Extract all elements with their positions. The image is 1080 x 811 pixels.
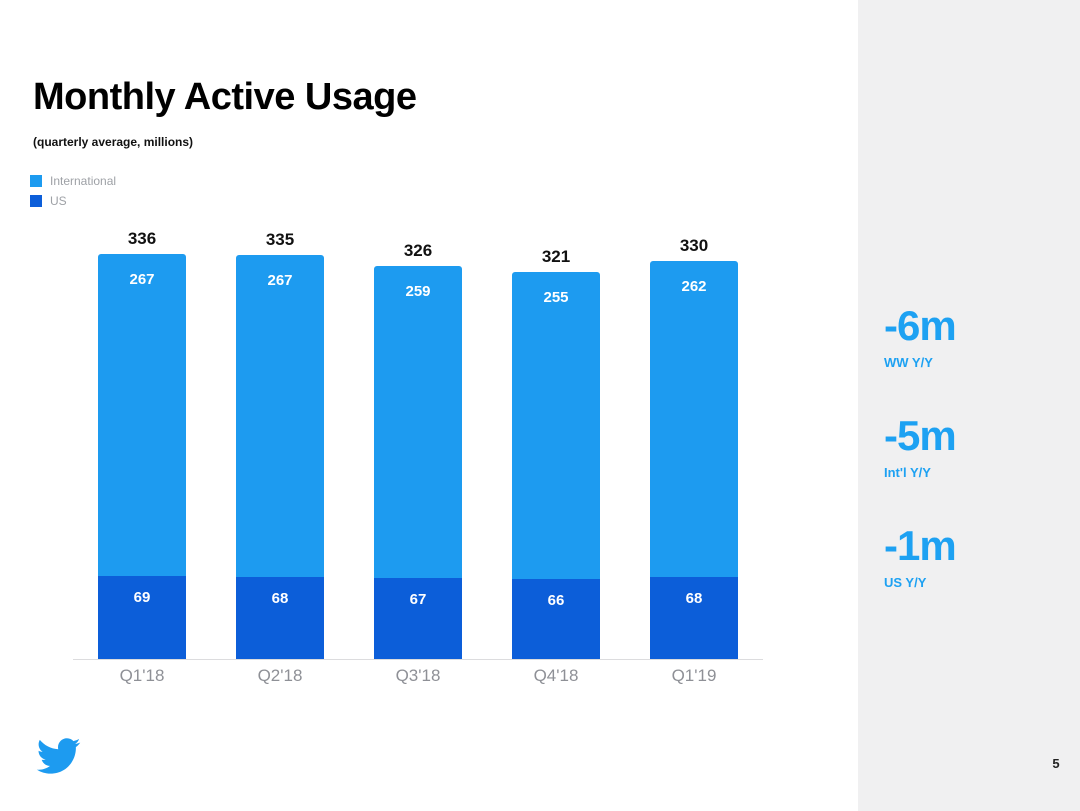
bar-segment-international: 267: [98, 254, 186, 576]
bar-total-label: 321: [541, 247, 571, 266]
chart-legend: International US: [30, 171, 116, 211]
bar-segment-us: 66: [512, 579, 600, 659]
legend-item-us: US: [30, 191, 116, 211]
bar-segment-international: 255: [512, 272, 600, 579]
bar-value-international: 262: [681, 278, 707, 295]
legend-label: US: [50, 194, 67, 208]
x-axis-label: Q1'18: [119, 666, 165, 685]
bar-column: 330 262 68: [625, 236, 763, 659]
page-subtitle: (quarterly average, millions): [33, 135, 194, 149]
stacked-bar: 255 66: [512, 272, 600, 659]
page-title: Monthly Active Usage: [33, 76, 417, 118]
stat-value: -6m: [884, 302, 957, 349]
legend-swatch-international: [30, 175, 42, 187]
bar-value-international: 255: [543, 289, 569, 306]
bar-column: 321 255 66: [487, 247, 625, 659]
stat-us-yy: -1m US Y/Y: [884, 522, 957, 591]
bar-total-label: 326: [403, 241, 433, 260]
stat-ww-yy: -6m WW Y/Y: [884, 302, 957, 371]
legend-label: International: [50, 174, 117, 188]
right-sidebar: [858, 0, 1080, 811]
stacked-bar: 259 67: [374, 266, 462, 659]
stacked-bar: 267 69: [98, 254, 186, 659]
bar-value-us: 66: [547, 592, 565, 609]
bar-value-international: 267: [267, 272, 293, 289]
bar-total-label: 335: [265, 230, 295, 249]
bar-segment-us: 68: [236, 577, 324, 659]
legend-item-international: International: [30, 171, 116, 191]
bar-value-us: 69: [133, 589, 151, 606]
x-axis-label: Q1'19: [671, 666, 717, 685]
bar-segment-us: 68: [650, 577, 738, 659]
bar-value-us: 67: [409, 591, 427, 608]
bar-value-us: 68: [271, 590, 289, 607]
x-axis-label: Q4'18: [533, 666, 579, 685]
bar-segment-international: 267: [236, 255, 324, 577]
stacked-bar: 262 68: [650, 261, 738, 659]
bar-value-international: 259: [405, 283, 431, 300]
stacked-bar: 267 68: [236, 255, 324, 659]
stat-value: -1m: [884, 522, 957, 569]
page-number: 5: [1052, 756, 1060, 771]
bar-column: 326 259 67: [349, 241, 487, 659]
chart-x-labels: Q1'18 Q2'18 Q3'18 Q4'18 Q1'19: [73, 666, 763, 686]
stat-label: WW Y/Y: [884, 355, 933, 370]
x-axis-label: Q2'18: [257, 666, 303, 685]
stat-value: -5m: [884, 412, 957, 459]
bar-total-label: 336: [127, 229, 157, 248]
stat-intl-yy: -5m Int'l Y/Y: [884, 412, 957, 481]
twitter-bird-logo: [36, 738, 81, 774]
bar-segment-international: 262: [650, 261, 738, 577]
bar-segment-us: 69: [98, 576, 186, 659]
bar-column: 336 267 69: [73, 229, 211, 659]
bar-value-international: 267: [129, 271, 155, 288]
stat-label: Int'l Y/Y: [884, 465, 931, 480]
bar-total-label: 330: [679, 236, 709, 255]
bar-column: 335 267 68: [211, 230, 349, 659]
chart-bars: 336 267 69 335 267 68 326 259 67 321 255 66 330 262 68: [73, 225, 763, 660]
bar-segment-us: 67: [374, 578, 462, 659]
legend-swatch-us: [30, 195, 42, 207]
stat-label: US Y/Y: [884, 575, 927, 590]
bar-value-us: 68: [685, 590, 703, 607]
x-axis-label: Q3'18: [395, 666, 441, 685]
bar-segment-international: 259: [374, 266, 462, 578]
